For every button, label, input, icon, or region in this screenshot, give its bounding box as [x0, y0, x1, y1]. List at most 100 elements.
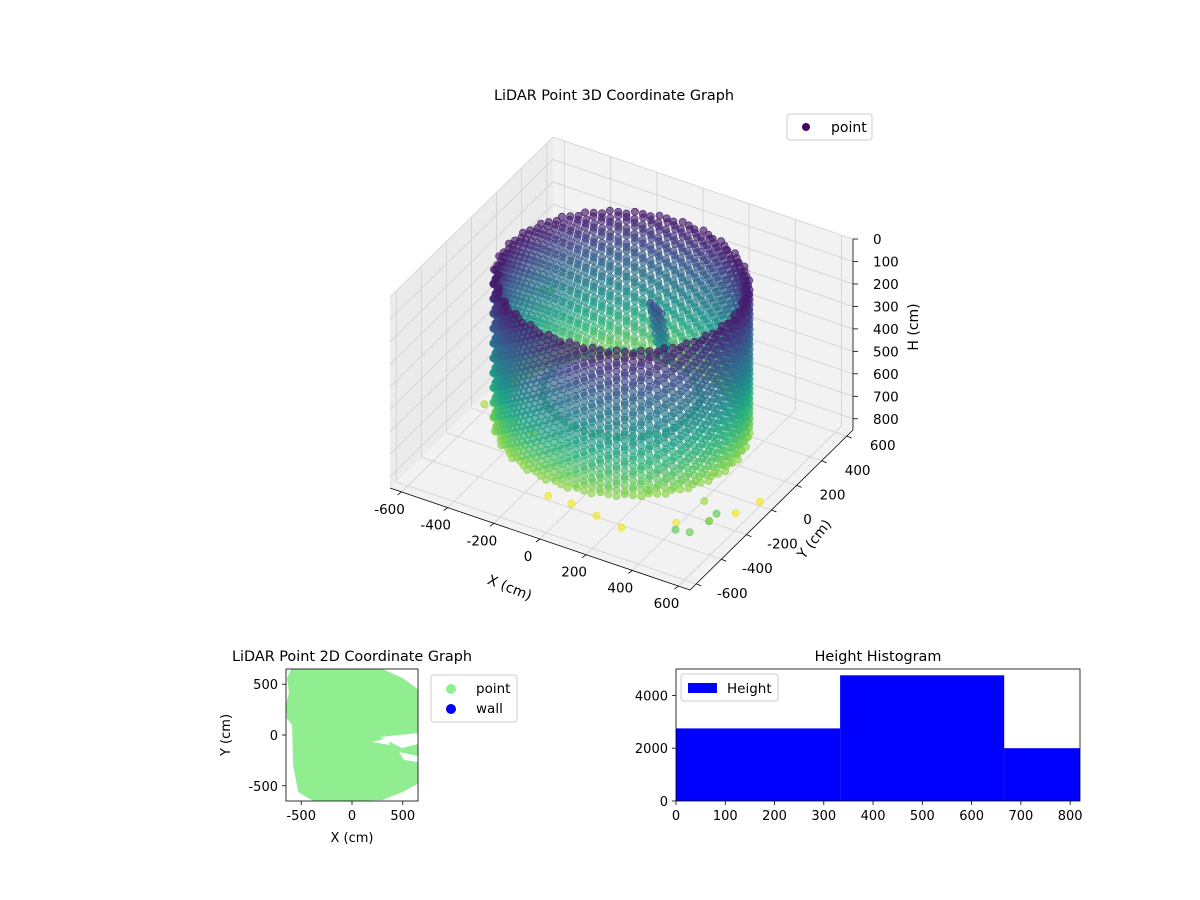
plot-3d-point [563, 365, 572, 373]
plot-3d-point [556, 412, 565, 420]
plot-3d-point [669, 262, 678, 270]
plot-3d-point [629, 467, 638, 476]
plot-3d-point [612, 388, 621, 397]
histogram-x-tick-label: 600 [959, 809, 984, 824]
plot-3d-z-tick-label: 400 [873, 322, 899, 338]
plot-3d-point [703, 315, 711, 324]
plot-3d-point [604, 481, 612, 490]
plot-3d-point [559, 249, 568, 258]
plot-2d-x-tick-label: 500 [390, 809, 415, 824]
plot-3d-point [574, 315, 583, 324]
plot-3d-point [661, 430, 670, 439]
plot-3d-point [606, 317, 615, 326]
plot-3d-point [721, 452, 730, 461]
plot-3d-point [629, 364, 638, 372]
plot-3d-point [676, 298, 685, 307]
plot-3d-point [595, 485, 604, 494]
plot-3d-point [696, 233, 705, 241]
plot-3d-point [590, 219, 599, 228]
plot-3d-point [546, 243, 554, 252]
plot-3d-point [684, 351, 693, 359]
plot-3d-point [556, 471, 565, 480]
plot-3d-point [677, 372, 685, 381]
plot-3d-point [629, 378, 638, 387]
plot-3d-point [579, 403, 588, 412]
plot-3d-point [595, 470, 604, 479]
plot-3d-point [684, 425, 693, 434]
plot-3d-point [704, 462, 713, 470]
plot-3d-point [637, 418, 646, 426]
plot-3d-point [669, 349, 678, 358]
plot-3d-point [646, 271, 655, 280]
plot-3d-point [716, 401, 724, 410]
plot-3d-point [620, 487, 629, 496]
plot-3d-point [690, 240, 699, 248]
plot-3d-point [549, 473, 557, 482]
plot-3d-point [559, 264, 568, 273]
plot-3d-point [661, 400, 670, 409]
plot-3d-point [559, 234, 568, 243]
histogram-bar [1004, 748, 1080, 801]
plot-3d-point [582, 260, 591, 268]
plot-3d-point [662, 214, 671, 223]
plot-3d-point [691, 388, 700, 397]
plot-3d-point [677, 417, 685, 426]
plot-3d-point [671, 525, 680, 534]
plot-3d-point [567, 223, 575, 231]
plot-3d-point [563, 424, 572, 433]
plot-3d-point [690, 225, 699, 234]
plot-3d-point [630, 244, 639, 253]
plot-3d-point [587, 444, 596, 453]
plot-3d-point [563, 394, 572, 403]
plot-3d-point [690, 269, 699, 278]
plot-3d-point [629, 453, 638, 461]
plot-3d-z-tick-label: 0 [873, 232, 882, 248]
plot-3d-point [691, 477, 700, 486]
plot-3d-point [704, 343, 713, 352]
plot-3d-point [714, 258, 722, 267]
plot-3d-point [598, 298, 606, 307]
plot-3d-point [683, 321, 692, 330]
plot-3d-point [654, 278, 663, 286]
plot-3d-point [622, 209, 631, 218]
plot-3d-point [654, 218, 663, 227]
plot-3d-point [587, 385, 596, 394]
plot-3d-point [556, 338, 565, 346]
plot-3d-point [589, 208, 598, 217]
plot-3d-point [542, 386, 550, 395]
plot-3d-point [661, 460, 670, 468]
plot-3d-y-tick-label: -600 [717, 586, 748, 602]
plot-3d-point [677, 461, 685, 470]
histogram-x-tick-label: 100 [713, 809, 738, 824]
plot-3d-point [581, 208, 589, 217]
plot-3d-point [557, 480, 566, 489]
plot-3d-point [661, 371, 670, 379]
plot-3d-point [614, 308, 623, 316]
plot-3d-point [669, 232, 678, 241]
plot-3d-point [662, 284, 670, 293]
plot-3d-point [614, 263, 623, 272]
plot-3d-point [579, 477, 588, 486]
plot-3d-point [590, 234, 599, 243]
plot-3d-point [598, 313, 606, 321]
plot-3d-title: LiDAR Point 3D Coordinate Graph [494, 88, 734, 104]
plot-3d-point [549, 429, 557, 438]
plot-3d-point [653, 489, 662, 498]
plot-3d-point [637, 432, 646, 441]
plot-3d-point [676, 224, 685, 233]
plot-3d-point [542, 446, 550, 455]
plot-3d-point [654, 362, 662, 371]
plot-3d-point [571, 347, 580, 356]
plot-3d-point [691, 373, 700, 382]
plot-3d-point [571, 436, 580, 445]
plot-3d-point [563, 483, 572, 492]
plot-3d-point [721, 363, 730, 372]
plot-3d-point [657, 309, 666, 318]
plot-3d-point [703, 241, 711, 250]
plot-3d-point [533, 224, 542, 233]
plot-3d-gridline-y [421, 456, 722, 560]
plot-3d-point [708, 264, 717, 273]
plot-3d-point [676, 239, 685, 248]
plot-3d-point [595, 426, 604, 435]
plot-3d-point [669, 483, 678, 492]
